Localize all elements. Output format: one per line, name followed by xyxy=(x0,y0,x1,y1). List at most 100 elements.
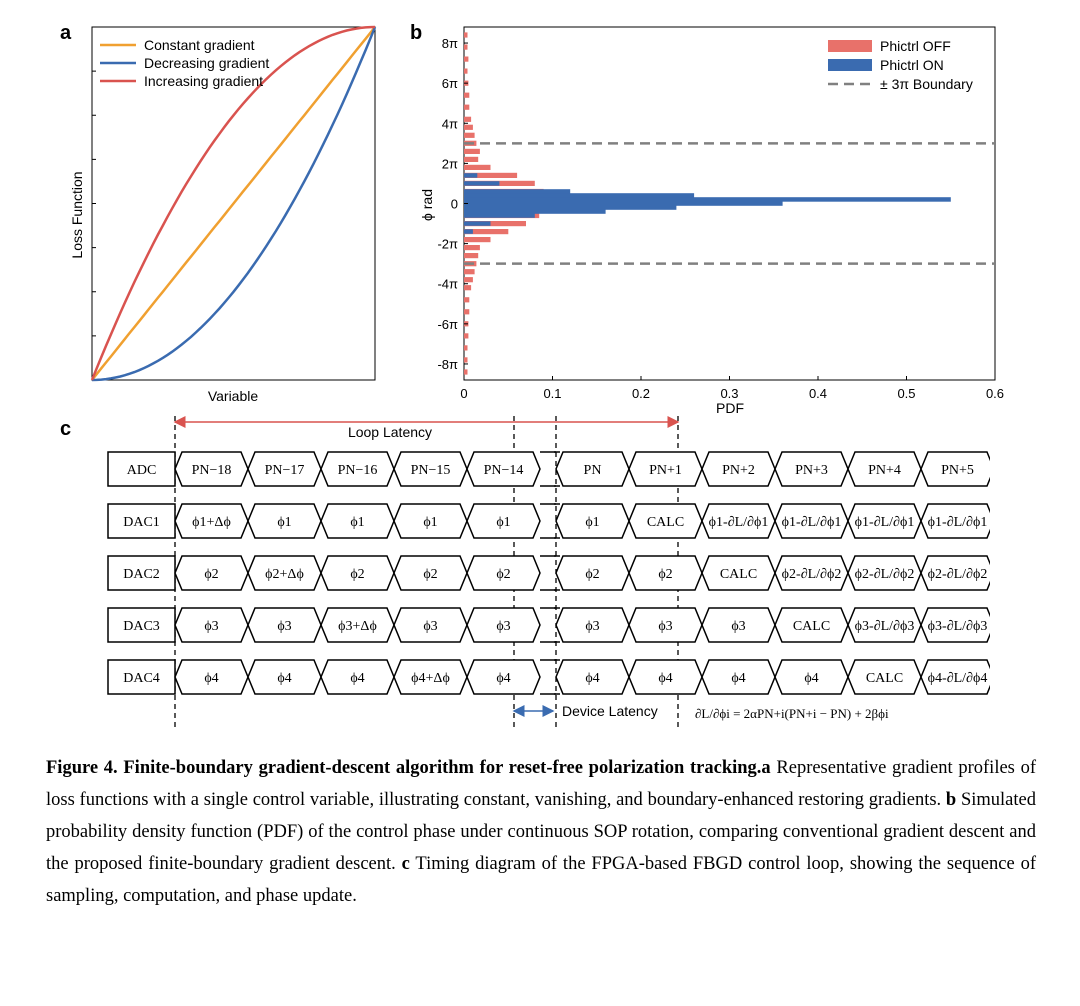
row-gap-edge xyxy=(554,451,556,487)
timing-cell-text: PN−16 xyxy=(338,463,378,478)
timing-cell-text: ϕ4 xyxy=(496,671,510,686)
pdf-bar xyxy=(464,68,468,74)
timing-cell xyxy=(466,607,541,643)
timing-cell-text: ϕ4 xyxy=(658,671,672,686)
caption-label-c: c xyxy=(401,854,410,874)
timing-cell-text: ϕ1 xyxy=(350,515,364,530)
row-gap-edge xyxy=(540,607,560,643)
pdf-bar xyxy=(464,237,491,243)
x-tick-label: 0.2 xyxy=(632,386,650,401)
y-tick-label: 4π xyxy=(442,116,458,131)
timing-cell-text: CALC xyxy=(647,515,684,530)
timing-cell-text: ϕ1 xyxy=(496,515,510,530)
timing-cell-text: CALC xyxy=(793,619,830,634)
pdf-bar xyxy=(464,164,491,170)
timing-cell xyxy=(466,659,541,695)
pdf-bar xyxy=(464,148,480,154)
timing-cell-text: ϕ1-∂L/∂ϕ1 xyxy=(928,515,988,530)
pdf-bar xyxy=(464,369,468,375)
pdf-bar xyxy=(464,229,509,235)
pdf-bar xyxy=(464,357,468,363)
timing-row: DAC1 ϕ1+Δϕ ϕ1 ϕ1 ϕ1 ϕ1 ϕ1 CALC ϕ1-∂L/∂ϕ1 ϕ1-∂L/∂ϕ… xyxy=(107,503,990,539)
series-line-3 xyxy=(90,25,376,381)
pdf-bar xyxy=(464,132,475,138)
timing-cell-text: ϕ3+Δϕ xyxy=(338,619,377,634)
timing-cell-text: ϕ3 xyxy=(585,619,599,634)
y-tick-label: 6π xyxy=(442,76,458,91)
timing-cell-text: ϕ2+Δϕ xyxy=(265,567,304,582)
timing-cell xyxy=(920,503,990,539)
panel-label-c: c xyxy=(60,418,72,440)
row-gap-edge xyxy=(554,555,556,591)
phase-pdf-chart: 0 0.1 0.2 0.3 0.4 0.5 0.6 8π 6π 4π 2π 0 -2π -4π -6π -8… xyxy=(419,26,1004,416)
pdf-bar xyxy=(464,253,479,259)
legend-swatch xyxy=(828,40,872,52)
timing-cell-text: ϕ3 xyxy=(731,619,745,634)
row-label: DAC4 xyxy=(123,671,160,686)
timing-cell-text: ϕ1-∂L/∂ϕ1 xyxy=(855,515,915,530)
pdf-bar xyxy=(464,173,478,178)
pdf-bar xyxy=(464,245,480,251)
y-tick-label: 2π xyxy=(442,156,458,171)
timing-row: DAC4 ϕ4 ϕ4 ϕ4 ϕ4+Δϕ ϕ4 ϕ4 ϕ4 ϕ4 ϕ4 CALC ϕ4-∂L/∂ϕ4 xyxy=(107,659,990,695)
timing-cell-text: ϕ4 xyxy=(204,671,218,686)
row-label-box xyxy=(107,607,176,643)
timing-cell-text: ϕ1+Δϕ xyxy=(192,515,231,530)
row-gap-edge xyxy=(540,503,560,539)
timing-cell xyxy=(920,451,990,487)
timing-cell-text: ϕ4 xyxy=(804,671,818,686)
legend-label: Phictrl OFF xyxy=(880,38,951,54)
pdf-bar xyxy=(464,189,571,194)
caption-text-a: Representative gradient profiles of loss… xyxy=(46,758,1037,810)
timing-row: ADC PN−18 PN−17 PN−16 PN−15 PN−14 PN PN+1 PN+2 PN… xyxy=(107,451,990,487)
timing-cell-text: ϕ3 xyxy=(423,619,437,634)
panel-label-b: b xyxy=(410,22,423,44)
pdf-bar xyxy=(464,221,526,227)
timing-cell-text: CALC xyxy=(720,567,757,582)
timing-cell-text: ϕ2 xyxy=(204,567,218,582)
timing-cell-text: ϕ2-∂L/∂ϕ2 xyxy=(855,567,915,582)
pdf-bar xyxy=(464,156,479,162)
legend-label: Phictrl ON xyxy=(880,57,944,73)
timing-cell-text: ϕ4+Δϕ xyxy=(411,671,450,686)
timing-cell-text: ϕ3 xyxy=(496,619,510,634)
pdf-bar xyxy=(464,172,518,178)
timing-cell-text: PN xyxy=(584,463,602,478)
panel-label-a: a xyxy=(60,22,72,44)
x-tick-label: 0.4 xyxy=(809,386,827,401)
pdf-bar xyxy=(464,201,783,206)
timing-cell-text: ϕ2 xyxy=(658,567,672,582)
timing-cell-text: ϕ1 xyxy=(277,515,291,530)
row-gap-edge xyxy=(554,607,556,643)
timing-cell xyxy=(920,607,990,643)
legend-label: Decreasing gradient xyxy=(144,55,269,71)
row-label: ADC xyxy=(127,463,157,478)
y-tick-label: 8π xyxy=(442,36,458,51)
row-label-box xyxy=(107,555,176,591)
caption-text-c: Timing diagram of the FPGA-based FBGD co… xyxy=(46,854,1036,906)
caption-text-b: Simulated probability density function (… xyxy=(46,790,1036,874)
caption-title: Figure 4. Finite-boundary gradient-desce… xyxy=(46,758,762,778)
row-gap-edge xyxy=(540,659,560,695)
pdf-bar xyxy=(464,56,469,62)
pdf-bar xyxy=(464,209,606,214)
row-gap-edge xyxy=(540,451,560,487)
pdf-bar xyxy=(464,197,951,202)
x-axis-label: Variable xyxy=(208,388,259,404)
y-tick-label: -6π xyxy=(437,317,458,332)
x-tick-label: 0.6 xyxy=(986,386,1004,401)
series-line-2 xyxy=(91,26,377,382)
timing-cell-text: ϕ2 xyxy=(423,567,437,582)
series-line-1 xyxy=(91,26,376,381)
y-axis-label: ϕ rad xyxy=(419,189,435,221)
timing-cell-text: ϕ1 xyxy=(585,515,599,530)
timing-diagram: Loop Latency ADC PN−18 PN−17 PN−16 PN−15 PN−1… xyxy=(107,416,990,728)
pdf-bar xyxy=(464,32,468,38)
caption-label-a: a xyxy=(761,758,771,778)
loss-function-chart: Constant gradient Decreasing gradient Incr… xyxy=(69,25,377,404)
timing-cell-text: ϕ4 xyxy=(731,671,745,686)
timing-cell-text: ϕ1-∂L/∂ϕ1 xyxy=(782,515,842,530)
y-tick-label: -4π xyxy=(437,277,458,292)
y-tick-label: -8π xyxy=(437,357,458,372)
x-tick-label: 0.3 xyxy=(720,386,738,401)
